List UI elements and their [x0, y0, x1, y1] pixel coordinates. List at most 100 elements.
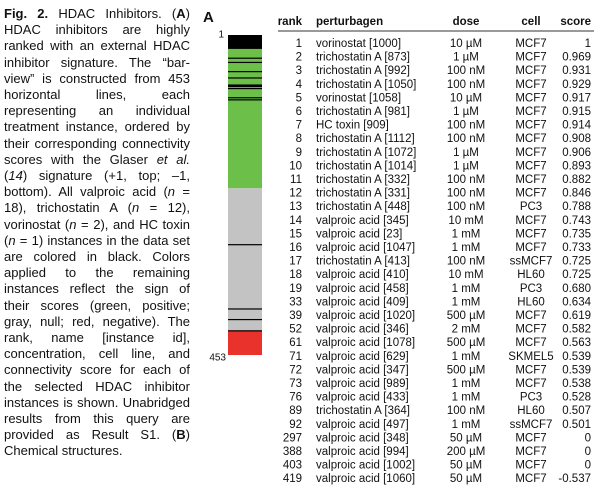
table-cell: MCF7	[515, 324, 546, 336]
instance-line	[228, 244, 262, 246]
table-cell: HL60	[517, 269, 545, 281]
table-cell: 1 mM	[452, 378, 481, 390]
table-cell: 3	[296, 65, 302, 77]
table-cell: 5	[296, 92, 302, 104]
table-cell: valproic acid [989]	[316, 378, 409, 390]
table-cell: 0.882	[562, 174, 591, 186]
table-cell: 500 µM	[447, 337, 486, 349]
column-header: cell	[521, 16, 540, 28]
caption-run: n	[132, 200, 140, 216]
table-cell: HC toxin [909]	[316, 120, 389, 132]
table-cell: valproic acid [347]	[316, 364, 409, 376]
table-cell: MCF7	[515, 228, 546, 240]
table-cell: ssMCF7	[510, 256, 553, 268]
table-cell: 419	[283, 473, 302, 485]
column-header: dose	[453, 16, 480, 28]
table-cell: 100 nM	[447, 79, 485, 91]
instance-line	[228, 85, 262, 88]
table-cell: 7	[296, 120, 302, 132]
table-cell: 0	[585, 432, 591, 444]
table-cell: 6	[296, 106, 302, 118]
instance-line	[228, 308, 262, 310]
caption-run: Fig. 2.	[4, 6, 49, 21]
table-cell: MCF7	[515, 473, 546, 485]
table-cell: 61	[289, 337, 302, 349]
table-cell: valproic acid [497]	[316, 419, 409, 431]
table-cell: 0.725	[562, 256, 591, 268]
table-cell: ssMCF7	[510, 419, 553, 431]
bar-segment	[228, 35, 262, 189]
table-cell: 100 nM	[447, 133, 485, 145]
table-cell: trichostatin A [364]	[316, 405, 410, 417]
table-cell: 72	[289, 364, 302, 376]
caption-run: = 1) instances in the data set are color…	[4, 232, 190, 443]
table-cell: 0.619	[562, 310, 591, 322]
table-cell: 1 µM	[453, 106, 479, 118]
table-cell: 0.929	[562, 79, 591, 91]
instance-line	[228, 45, 262, 47]
bar-top-label: 1	[218, 30, 224, 41]
table-cell: 100 nM	[447, 174, 485, 186]
caption: Fig. 2. HDAC Inhibitors. (A) HDAC inhibi…	[4, 6, 190, 460]
table-cell: valproic acid [1078]	[316, 337, 415, 349]
column-header: rank	[278, 16, 303, 28]
table-cell: 76	[289, 392, 302, 404]
table-cell: MCF7	[515, 242, 546, 254]
table-cell: MCF7	[515, 310, 546, 322]
table-cell: trichostatin A [1014]	[316, 160, 416, 172]
table-cell: trichostatin A [448]	[316, 201, 410, 213]
instance-line	[228, 47, 262, 49]
table-cell: 33	[289, 296, 302, 308]
table-cell: valproic acid [346]	[316, 324, 409, 336]
table-cell: valproic acid [433]	[316, 392, 409, 404]
table-cell: 100 nM	[447, 201, 485, 213]
instance-line	[228, 57, 262, 59]
table-cell: MCF7	[515, 337, 546, 349]
instance-line	[228, 99, 262, 101]
caption-run: n	[69, 216, 77, 232]
instance-line	[228, 77, 262, 79]
table-cell: 100 nM	[447, 120, 485, 132]
table-cell: HL60	[517, 405, 545, 417]
table-cell: MCF7	[515, 460, 546, 472]
table-cell: trichostatin A [1072]	[316, 147, 416, 159]
table-cell: trichostatin A [413]	[316, 256, 410, 268]
table-cell: 0.846	[562, 188, 591, 200]
table-cell: 17	[289, 256, 302, 268]
instance-line	[228, 42, 262, 44]
table-cell: valproic acid [409]	[316, 296, 409, 308]
table-cell: MCF7	[515, 188, 546, 200]
instance-line	[228, 87, 262, 90]
instance-line	[228, 38, 262, 40]
table-cell: 0.501	[562, 419, 591, 431]
table-cell: 73	[289, 378, 302, 390]
table-cell: 13	[289, 201, 302, 213]
bar-bottom-label: 453	[209, 353, 226, 364]
instance-line	[228, 71, 262, 73]
table-cell: 1 µM	[453, 160, 479, 172]
table-cell: 100 nM	[447, 256, 485, 268]
table-cell: MCF7	[515, 92, 546, 104]
instance-line	[228, 41, 262, 43]
table-cell: 0.917	[562, 92, 591, 104]
table-cell: 1	[585, 38, 591, 50]
caption-run: n	[8, 232, 16, 248]
table-cell: 0.563	[562, 337, 591, 349]
table-cell: MCF7	[515, 432, 546, 444]
table-cell: 1 µM	[453, 147, 479, 159]
table-cell: 100 nM	[447, 188, 485, 200]
table-cell: -0.537	[558, 473, 591, 485]
table-cell: 2	[296, 52, 302, 64]
table-cell: MCF7	[515, 446, 546, 458]
table-cell: 0.539	[562, 364, 591, 376]
caption-run: et al.	[156, 151, 191, 167]
bar-segment	[228, 188, 262, 331]
table-cell: 0.969	[562, 52, 591, 64]
instance-line	[228, 35, 262, 37]
table-cell: PC3	[520, 201, 542, 213]
table-cell: 1	[296, 38, 302, 50]
caption-run: = 18), trichostatin A (	[4, 184, 190, 216]
table-cell: trichostatin A [992]	[316, 65, 410, 77]
